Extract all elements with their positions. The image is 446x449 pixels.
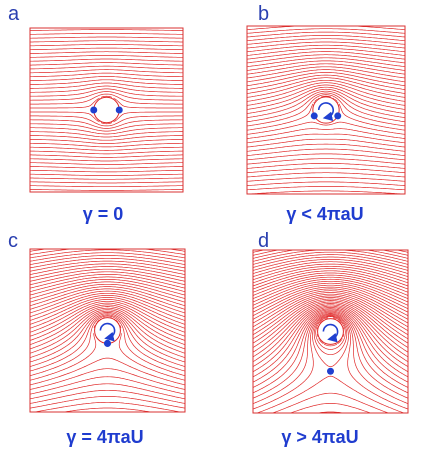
stagnation-point: [310, 112, 318, 120]
stagnation-point: [115, 106, 123, 114]
flow-panel: [252, 249, 409, 414]
panel-label: b: [258, 3, 269, 25]
panel-caption: γ = 4πaU: [66, 427, 143, 447]
panel-caption: γ < 4πaU: [286, 204, 363, 224]
streamlines: [29, 29, 184, 191]
panel-frame: [29, 27, 184, 193]
panel-caption: γ > 4πaU: [281, 427, 358, 447]
cylinder: [93, 96, 120, 124]
panel-frame: [246, 25, 406, 195]
cylinder: [317, 318, 344, 345]
cylinder: [312, 96, 340, 124]
flow-panel: [29, 248, 186, 413]
panel-frame: [252, 249, 409, 414]
stagnation-point: [334, 112, 342, 120]
panel-label: a: [8, 3, 20, 25]
cylinder: [94, 317, 121, 344]
streamlines: [246, 25, 406, 195]
panel-label: c: [8, 230, 18, 252]
streamlines: [29, 248, 186, 413]
circulation-arrow: [322, 323, 339, 343]
panel-frame: [29, 248, 186, 413]
circulation-arrow: [99, 322, 116, 342]
stagnation-point: [104, 339, 111, 347]
circulation-arrow: [317, 102, 334, 121]
stagnation-point: [90, 106, 98, 114]
stagnation-point: [327, 367, 334, 375]
flow-panel: [29, 27, 184, 193]
panel-caption: γ = 0: [83, 204, 124, 224]
panel-label: d: [258, 230, 269, 252]
flow-panel: [246, 25, 406, 195]
